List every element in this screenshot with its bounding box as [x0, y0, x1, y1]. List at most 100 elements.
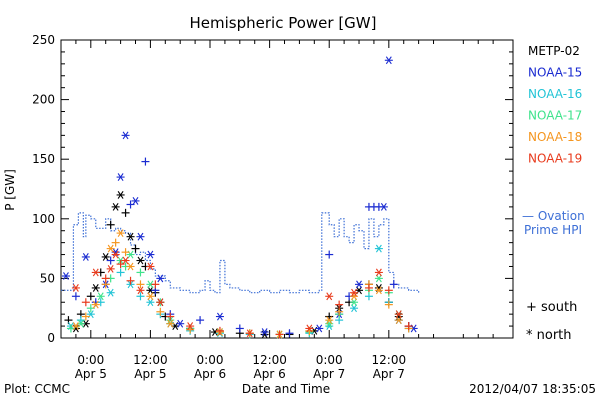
data-point-north [350, 304, 359, 313]
data-point-south [86, 292, 95, 301]
data-point-north [245, 329, 254, 338]
data-point-north [126, 262, 135, 271]
symbol-legend: + south * north [526, 300, 577, 343]
data-point-north [374, 244, 383, 253]
x-tick-date: Apr 6 [194, 367, 226, 381]
legend-entry: NOAA-16 [528, 87, 582, 101]
data-point-north [394, 310, 403, 319]
symbol-legend-entry: + south [526, 300, 577, 315]
data-point-south [151, 280, 160, 289]
data-point-north [325, 292, 334, 301]
data-point-north [374, 274, 383, 283]
data-point-north [116, 191, 125, 199]
data-point-north [394, 316, 403, 325]
legend-entry: NOAA-17 [528, 109, 582, 123]
chart-title: Hemispheric Power [GW] [190, 14, 377, 32]
y-axis-label: P [GW] [3, 169, 17, 211]
data-point-north [121, 256, 130, 265]
data-point-south [106, 220, 115, 229]
data-point-north [121, 131, 130, 140]
data-point-north [136, 256, 145, 265]
y-axis: 0 50 100 150 200 250 [32, 33, 513, 345]
data-point-south [126, 276, 135, 285]
x-tick-date: Apr 7 [313, 367, 345, 381]
data-point-north [106, 264, 115, 273]
data-point-north [136, 286, 145, 295]
x-tick-date: Apr 6 [254, 367, 286, 381]
ovation-legend-line2: Prime HPI [524, 223, 582, 237]
data-point-north [325, 319, 334, 328]
data-point-north [116, 229, 125, 238]
data-point-south [384, 300, 393, 309]
data-point-south [121, 248, 130, 257]
series-legend: METP-02 NOAA-15 NOAA-16 NOAA-17 NOAA-18 NOAA-… [528, 44, 582, 166]
legend-entry: NOAA-15 [528, 66, 582, 80]
data-point-north [374, 286, 383, 295]
y-tick-label: 50 [40, 271, 55, 285]
data-point-south [335, 307, 344, 316]
y-tick-label: 100 [32, 212, 55, 226]
y-tick-label: 0 [47, 331, 55, 345]
data-point-south [136, 292, 145, 301]
data-point-north [305, 324, 314, 333]
data-point-north [355, 280, 364, 289]
data-point-north [260, 328, 269, 336]
data-point-north [91, 268, 100, 277]
data-point-south [106, 256, 115, 265]
data-point-south [384, 286, 393, 295]
data-point-north [146, 250, 155, 259]
data-point-south [235, 324, 244, 333]
data-point-north [116, 173, 125, 181]
data-point-south [156, 307, 165, 316]
data-point-south [404, 322, 413, 331]
data-point-south [196, 316, 205, 325]
y-tick-label: 150 [32, 152, 55, 166]
data-point-north [350, 288, 359, 297]
data-point-south [136, 280, 145, 289]
data-point-north [111, 250, 120, 259]
data-point-north [131, 197, 140, 205]
data-point-north [315, 324, 324, 333]
y-tick-label: 200 [32, 93, 55, 107]
data-point-south [131, 244, 140, 253]
data-point-north [81, 253, 90, 261]
data-point-south [364, 283, 373, 292]
data-point-south [81, 312, 90, 321]
data-point-north [166, 319, 175, 328]
data-point-north [146, 262, 155, 271]
x-tick-time: 12:00 [372, 353, 407, 367]
data-point-north [156, 298, 165, 307]
data-point-south [285, 329, 294, 338]
data-point-north [350, 292, 359, 301]
legend-entry: METP-02 [528, 44, 580, 58]
data-point-north [156, 274, 165, 283]
x-tick-time: 0:00 [197, 353, 224, 367]
data-point-south [166, 312, 175, 321]
data-point-north [126, 232, 135, 241]
data-point-north [136, 232, 145, 241]
data-point-north [186, 322, 195, 330]
symbol-legend-entry: * north [526, 328, 572, 343]
data-point-north [176, 319, 185, 328]
ovation-legend: — Ovation Prime HPI [522, 209, 585, 237]
plot-credit: Plot: CCMC [4, 382, 70, 396]
data-point-north [106, 288, 115, 297]
data-point-north [146, 298, 155, 307]
data-point-south [71, 292, 80, 301]
data-point-south [275, 330, 284, 339]
x-tick-time: 0:00 [77, 353, 104, 367]
data-points [61, 56, 418, 339]
data-point-north [111, 202, 120, 211]
data-point-north [374, 268, 383, 277]
x-tick-date: Apr 7 [373, 367, 405, 381]
data-point-south [389, 280, 398, 289]
data-point-south [215, 326, 224, 335]
data-point-north [350, 298, 359, 307]
data-point-north [101, 253, 110, 261]
data-point-south [111, 238, 120, 247]
x-axis-label: Date and Time [242, 382, 330, 396]
plot-frame [60, 39, 514, 339]
data-point-north [325, 316, 334, 325]
